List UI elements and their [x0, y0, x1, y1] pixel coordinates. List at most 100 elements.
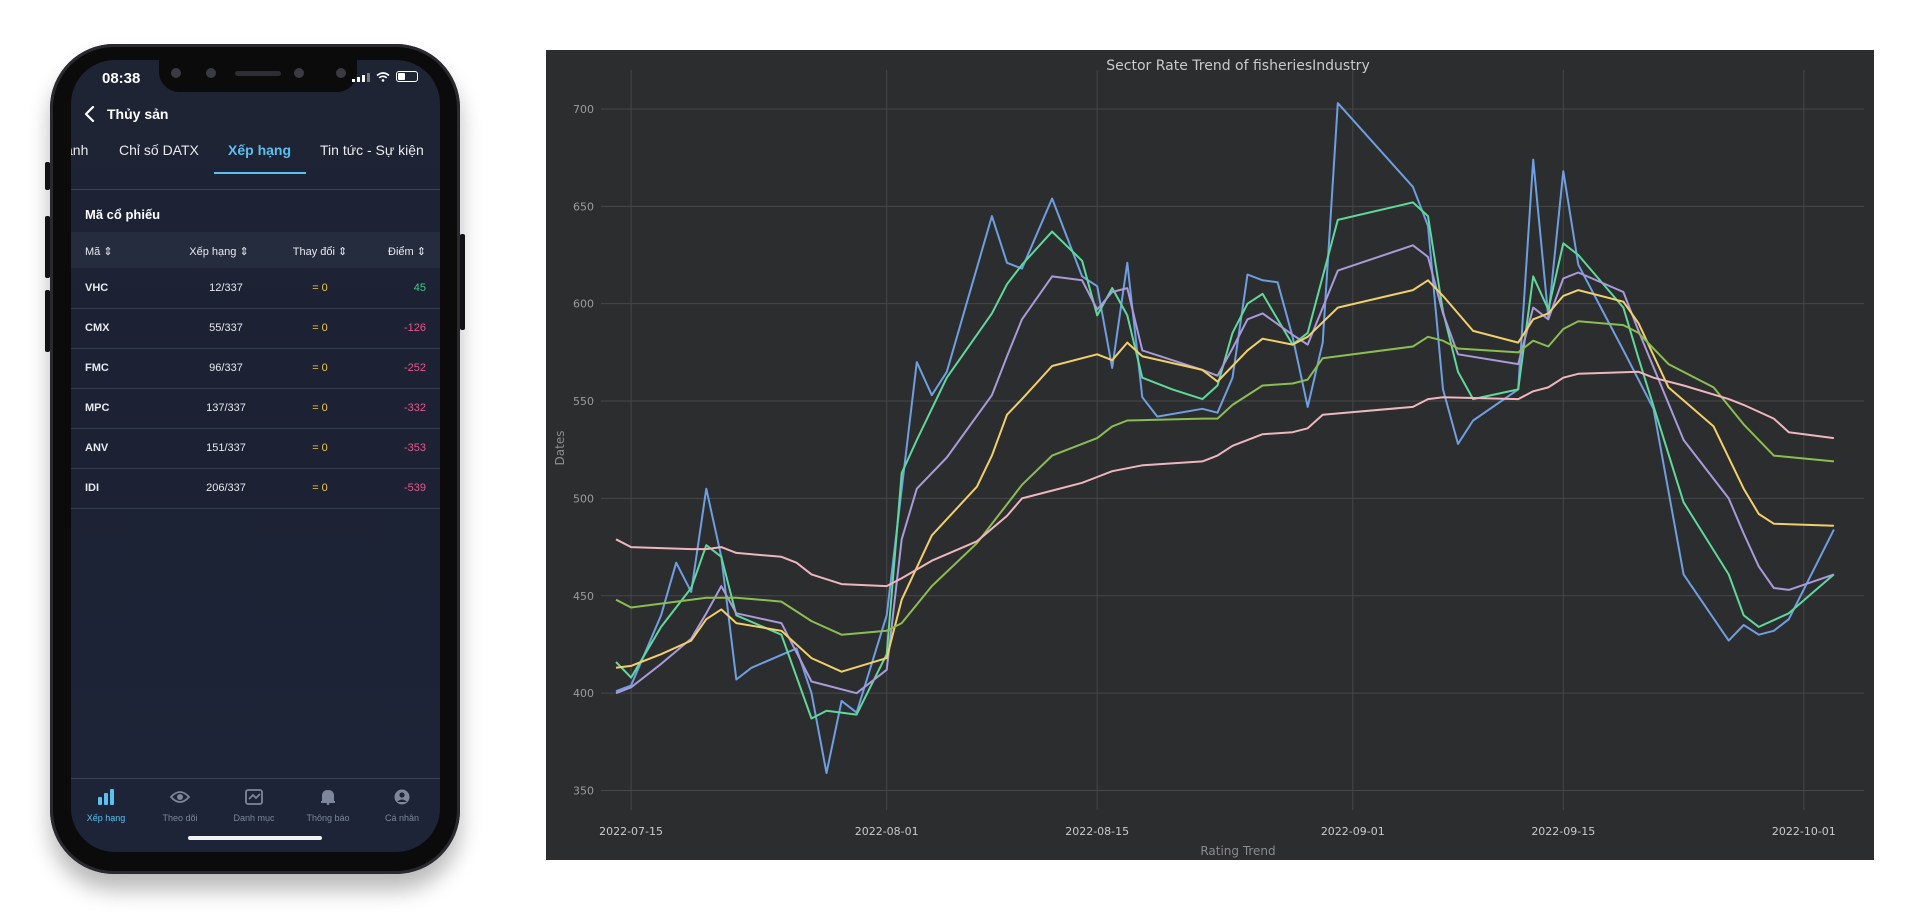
- user-icon: [394, 789, 410, 805]
- row-rank: 151/337: [206, 442, 246, 454]
- sensor-dot: [206, 68, 216, 78]
- row-rank: 137/337: [206, 402, 246, 414]
- row-change: = 0: [312, 282, 328, 294]
- x-tick-label: 2022-10-01: [1772, 825, 1836, 838]
- bottom-tab-label: Cá nhân: [384, 813, 420, 823]
- table-row[interactable]: FMC 96/337 = 0 -252: [71, 348, 440, 389]
- bottom-tab-profile[interactable]: Cá nhân: [367, 789, 437, 823]
- column-header-label: Điểm: [388, 246, 414, 258]
- volume-up-button: [45, 216, 50, 278]
- sensor-dot: [171, 68, 181, 78]
- camera-dot: [336, 68, 346, 78]
- app-header: Thủy sản: [83, 106, 168, 122]
- chart-title: Sector Rate Trend of fisheriesIndustry: [1106, 58, 1369, 74]
- table-row[interactable]: VHC 12/337 = 0 45: [71, 268, 440, 309]
- column-header-score[interactable]: Điểm ⇕: [388, 245, 426, 258]
- bottom-tab-label: Theo dõi: [162, 813, 198, 823]
- battery-icon: [396, 71, 418, 82]
- tab-news-events[interactable]: Tin tức - Sự kiện: [320, 142, 424, 158]
- y-tick-label: 500: [573, 492, 594, 505]
- series-pink-line: [615, 370, 1835, 588]
- bottom-tab-watchlist[interactable]: Theo dõi: [145, 789, 215, 823]
- column-header-rank[interactable]: Xếp hạng ⇕: [169, 245, 269, 258]
- row-change: = 0: [312, 402, 328, 414]
- phone-screen: 08:38 Thủy sản anh Chỉ số DATX Xếp hạng …: [71, 60, 440, 852]
- y-tick-label: 400: [573, 687, 594, 700]
- volume-down-button: [45, 290, 50, 352]
- series-blue-line: [615, 102, 1835, 774]
- row-score: -539: [403, 482, 426, 494]
- row-score: 45: [413, 282, 426, 294]
- section-title: Mã cổ phiếu: [85, 207, 161, 222]
- x-tick-label: 2022-07-15: [599, 825, 663, 838]
- line-chart: 350 400 450 500 550 600 650 700 2022-07-15 2022-0…: [553, 58, 1864, 858]
- series-green-line: [615, 201, 1835, 720]
- column-header-code[interactable]: Mã ⇕: [85, 245, 113, 258]
- sort-icon: ⇕: [338, 246, 348, 258]
- column-header-label: Thay đổi: [292, 246, 335, 258]
- line-chart-panel: 350 400 450 500 550 600 650 700 2022-07-15 2022-0…: [546, 50, 1874, 860]
- column-header-change[interactable]: Thay đổi ⇕: [277, 245, 363, 258]
- row-code: MPC: [85, 402, 110, 414]
- row-code: FMC: [85, 362, 109, 374]
- notch: [159, 60, 357, 92]
- tab-overview[interactable]: anh: [71, 142, 89, 158]
- active-tab-indicator: [214, 172, 306, 174]
- tab-bar-top: anh Chỉ số DATX Xếp hạng Tin tức - Sự ki…: [71, 142, 440, 178]
- header-title: Thủy sản: [107, 106, 169, 122]
- row-score: -252: [403, 362, 426, 374]
- table-row[interactable]: CMX 55/337 = 0 -126: [71, 308, 440, 349]
- divider: [71, 189, 440, 190]
- home-indicator: [188, 836, 322, 840]
- series-olive-line: [615, 320, 1834, 636]
- tab-ranking[interactable]: Xếp hạng: [228, 142, 292, 158]
- eye-icon: [169, 791, 191, 803]
- row-score: -126: [403, 322, 426, 334]
- table-header: Mã ⇕ Xếp hạng ⇕ Thay đổi ⇕ Điểm ⇕: [71, 232, 440, 268]
- row-score: -332: [403, 402, 426, 414]
- y-axis-label: Dates: [553, 431, 567, 466]
- bottom-tab-label: Danh mục: [233, 813, 275, 823]
- y-tick-label: 550: [573, 395, 594, 408]
- column-header-label: Mã: [85, 246, 101, 258]
- sort-icon: ⇕: [239, 246, 249, 258]
- power-button: [460, 234, 465, 330]
- status-time: 08:38: [102, 70, 141, 87]
- column-header-label: Xếp hạng: [189, 246, 237, 258]
- row-rank: 12/337: [209, 282, 243, 294]
- sort-icon: ⇕: [416, 246, 426, 258]
- portfolio-icon: [245, 789, 263, 805]
- bottom-tab-ranking[interactable]: Xếp hạng: [71, 789, 141, 823]
- row-code: CMX: [85, 322, 110, 334]
- sort-icon: ⇕: [103, 246, 113, 258]
- bottom-tab-portfolio[interactable]: Danh mục: [219, 789, 289, 823]
- bottom-tab-label: Xếp hạng: [86, 813, 126, 823]
- row-code: VHC: [85, 282, 109, 294]
- series-purple-line: [615, 244, 1835, 695]
- table-row[interactable]: IDI 206/337 = 0 -539: [71, 468, 440, 509]
- x-tick-label: 2022-09-01: [1321, 825, 1385, 838]
- row-rank: 55/337: [209, 322, 243, 334]
- bottom-tab-notifications[interactable]: Thông báo: [293, 789, 363, 823]
- row-code: ANV: [85, 442, 109, 454]
- row-rank: 206/337: [206, 482, 246, 494]
- row-change: = 0: [312, 482, 328, 494]
- table-row[interactable]: MPC 137/337 = 0 -332: [71, 388, 440, 429]
- mute-switch: [45, 162, 50, 190]
- bar-chart-icon: [98, 789, 114, 805]
- tab-datx-index[interactable]: Chỉ số DATX: [119, 142, 199, 158]
- table-row[interactable]: ANV 151/337 = 0 -353: [71, 428, 440, 469]
- series-yellow-line: [615, 279, 1834, 673]
- row-change: = 0: [312, 322, 328, 334]
- wifi-icon: [376, 71, 390, 82]
- back-arrow-icon[interactable]: [83, 106, 97, 122]
- row-change: = 0: [312, 442, 328, 454]
- y-tick-label: 650: [573, 200, 594, 213]
- y-tick-label: 450: [573, 590, 594, 603]
- x-tick-label: 2022-09-15: [1531, 825, 1595, 838]
- y-tick-label: 350: [573, 785, 594, 798]
- signal-icon: [352, 72, 370, 82]
- row-change: = 0: [312, 362, 328, 374]
- row-rank: 96/337: [209, 362, 243, 374]
- y-tick-label: 600: [573, 298, 594, 311]
